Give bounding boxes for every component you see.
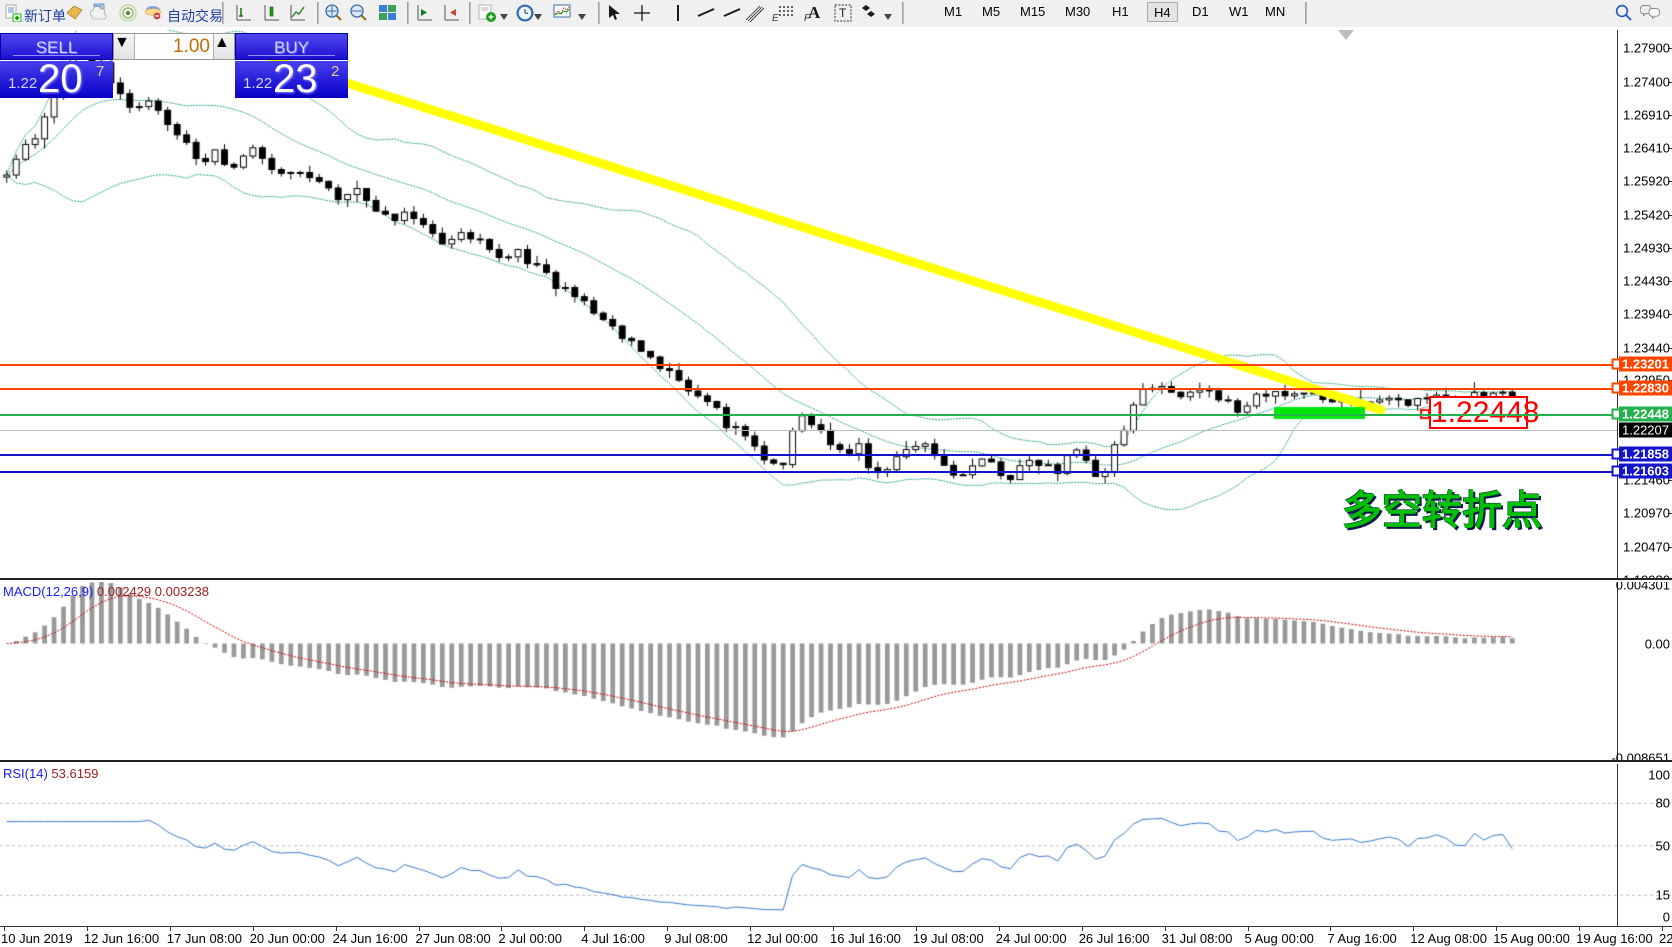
svg-text:T: T <box>839 6 847 20</box>
